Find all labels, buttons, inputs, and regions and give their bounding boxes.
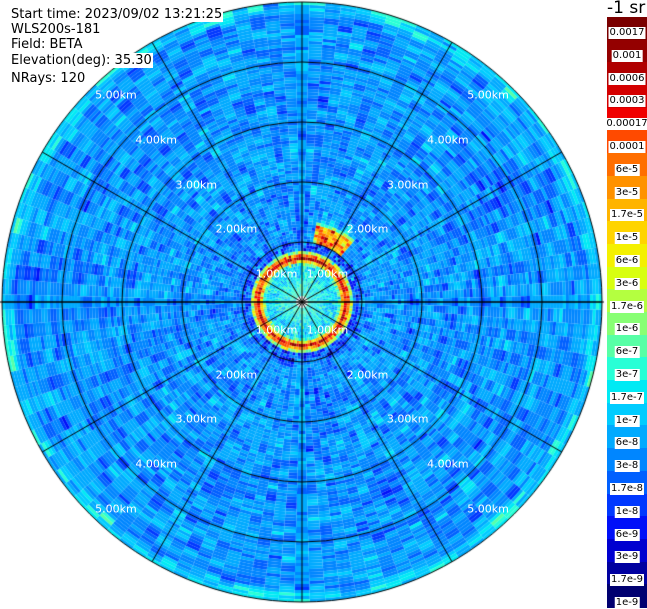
range-ring-label: 4.00km	[135, 457, 177, 471]
colorbar-tick-label: 6e-9	[614, 528, 640, 541]
range-ring-label: 3.00km	[386, 412, 429, 426]
range-ring-label: 5.00km	[467, 88, 509, 102]
elevation: Elevation(deg): 35.30	[10, 53, 153, 68]
range-ring-label: 1.00km	[306, 267, 349, 281]
colorbar-tick-label: 3e-8	[614, 460, 640, 473]
colorbar-tick-label: 0.0001	[608, 141, 646, 153]
colorbar-tick-label: 1.7e-8	[609, 483, 645, 495]
range-ring-label: 3.00km	[386, 178, 429, 192]
colorbar-tick-label: 1e-6	[614, 323, 640, 336]
range-ring-label: 2.00km	[215, 222, 258, 236]
range-ring-label: 2.00km	[346, 222, 389, 236]
range-ring-label: 1.00km	[306, 323, 349, 337]
colorbar-tick-label: 1.7e-6	[609, 300, 645, 313]
colorbar-tick-label: 6e-8	[614, 437, 640, 450]
colorbar-tick-label: 6e-7	[614, 346, 640, 359]
range-ring-label: 3.00km	[175, 178, 218, 192]
colorbar-tick-label: 3e-7	[614, 369, 640, 381]
nrays: NRays: 120	[10, 71, 87, 86]
colorbar-tick-label: 1.7e-5	[609, 209, 645, 222]
colorbar-tick-label: 1e-7	[614, 414, 640, 427]
colorbar: 0.0017 0.001 0.0006 0.0003 0.00017 0.0001 6e-5…	[605, 17, 647, 609]
range-ring-label: 1.00km	[255, 323, 298, 337]
colorbar-tick-label: 6e-5	[614, 163, 640, 176]
field-name: Field: BETA	[10, 37, 84, 52]
start-time: Start time: 2023/09/02 13:21:25	[10, 7, 224, 22]
instrument-name: WLS200s-181	[10, 22, 102, 37]
colorbar-tick-label: 3e-5	[614, 186, 640, 199]
range-ring-label: 3.00km	[175, 412, 218, 426]
colorbar-tick-label: 1e-8	[614, 505, 640, 518]
range-ring-label: 5.00km	[95, 502, 137, 516]
colorbar-tick-label: 0.001	[611, 49, 643, 62]
colorbar-tick-label: 0.0017	[608, 27, 646, 39]
colorbar-tick-label: 0.0003	[608, 95, 646, 108]
range-ring-label: 5.00km	[467, 502, 509, 516]
range-ring-label: 2.00km	[215, 368, 258, 382]
range-ring-label: 4.00km	[427, 457, 469, 471]
range-ring-label: 5.00km	[95, 88, 137, 102]
colorbar-tick-label: 1.7e-7	[609, 391, 645, 404]
colorbar-tick-label: 3e-6	[614, 277, 640, 290]
range-ring-label: 2.00km	[346, 368, 389, 382]
colorbar-title: -1 sr	[607, 0, 646, 18]
range-ring-label: 4.00km	[427, 133, 469, 147]
colorbar-tick-label: 6e-6	[614, 255, 640, 267]
colorbar-tick-label: 0.0006	[608, 72, 646, 85]
colorbar-tick-label: 1e-9	[614, 597, 640, 609]
range-ring-label: 4.00km	[135, 133, 177, 147]
colorbar-tick-label: 1e-5	[614, 232, 640, 245]
colorbar-tick-label: 0.00017	[605, 118, 647, 131]
range-ring-label: 1.00km	[255, 267, 298, 281]
colorbar-tick-label: 1.7e-9	[609, 574, 645, 587]
colorbar-tick-label: 3e-9	[614, 551, 640, 564]
